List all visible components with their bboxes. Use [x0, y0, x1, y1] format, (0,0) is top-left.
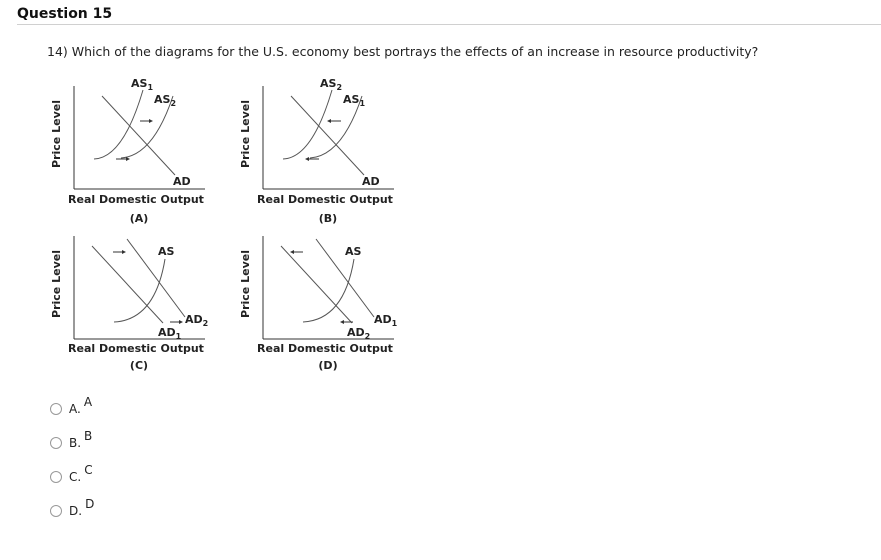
- option-text: C: [84, 463, 93, 477]
- shift-arrow-head: [126, 157, 130, 161]
- y-axis-label: Price Level: [239, 100, 252, 168]
- ad1-curve: [315, 238, 375, 318]
- curve-label-as: AS: [158, 245, 175, 258]
- diagram-caption: (A): [130, 212, 149, 225]
- option-letter: A.: [69, 402, 81, 416]
- diagram-b: Price Level AS2 AS1 AD Real Domestic Out…: [239, 77, 394, 225]
- ad1-curve: [91, 245, 164, 324]
- x-axis-label: Real Domestic Output: [68, 193, 204, 206]
- header-divider: [17, 24, 881, 25]
- as2-curve: [120, 95, 174, 159]
- y-axis-label: Price Level: [50, 100, 63, 168]
- curve-label-as: AS: [345, 245, 362, 258]
- as-curve: [302, 258, 355, 323]
- curve-label-ad2: AD2: [347, 326, 370, 341]
- option-letter: B.: [69, 436, 82, 450]
- shift-arrow-head: [340, 320, 344, 324]
- option-text: B: [84, 429, 93, 443]
- radio-button[interactable]: [50, 437, 62, 449]
- option-c[interactable]: C. C: [50, 460, 94, 494]
- curve-label-ad: AD: [173, 175, 191, 188]
- diagram-caption: (C): [130, 359, 148, 372]
- diagram-c: Price Level AS AD2 AD1 Real Domestic Out…: [50, 236, 208, 372]
- as-curve: [113, 258, 166, 323]
- shift-arrow-head: [290, 250, 294, 254]
- answer-options: A. A B. B C. C D. D: [50, 392, 94, 528]
- shift-arrow-head: [179, 320, 183, 324]
- option-letter: D.: [69, 504, 83, 518]
- diagram-a: Price Level AS1 AS2 AD Real Domestic Out…: [50, 77, 205, 225]
- as1-curve: [93, 89, 144, 160]
- option-text: D: [85, 497, 95, 511]
- option-d[interactable]: D. D: [50, 494, 94, 528]
- curve-label-as1: AS1: [343, 93, 365, 108]
- radio-button[interactable]: [50, 505, 62, 517]
- diagram-caption: (B): [319, 212, 337, 225]
- ad2-curve: [280, 245, 353, 324]
- shift-arrow-head: [327, 119, 331, 123]
- radio-button[interactable]: [50, 403, 62, 415]
- as2-curve: [282, 89, 333, 160]
- shift-arrow-head: [149, 119, 153, 123]
- x-axis-label: Real Domestic Output: [68, 342, 204, 355]
- curve-label-ad1: AD1: [158, 326, 182, 341]
- curve-label-ad1: AD1: [374, 313, 398, 328]
- question-text: 14) Which of the diagrams for the U.S. e…: [47, 44, 759, 59]
- y-axis-label: Price Level: [50, 250, 63, 318]
- as1-curve: [309, 95, 363, 159]
- ad-curve: [101, 95, 176, 176]
- y-axis-label: Price Level: [239, 250, 252, 318]
- shift-arrow-head: [305, 157, 309, 161]
- option-letter: C.: [69, 470, 82, 484]
- option-a[interactable]: A. A: [50, 392, 94, 426]
- question-header: Question 15: [17, 6, 113, 22]
- curve-label-ad2: AD2: [185, 313, 208, 328]
- ad2-curve: [126, 238, 186, 318]
- shift-arrow-head: [122, 250, 126, 254]
- x-axis-label: Real Domestic Output: [257, 342, 393, 355]
- radio-button[interactable]: [50, 471, 62, 483]
- diagram-caption: (D): [318, 359, 337, 372]
- x-axis-label: Real Domestic Output: [257, 193, 393, 206]
- curve-label-as2: AS2: [154, 93, 176, 108]
- curve-label-ad: AD: [362, 175, 380, 188]
- ad-curve: [290, 95, 365, 176]
- option-b[interactable]: B. B: [50, 426, 94, 460]
- curve-label-as1: AS1: [131, 77, 153, 92]
- curve-label-as2: AS2: [320, 77, 342, 92]
- diagram-d: Price Level AS AD1 AD2 Real Domestic Out…: [239, 236, 398, 372]
- option-text: A: [83, 395, 93, 409]
